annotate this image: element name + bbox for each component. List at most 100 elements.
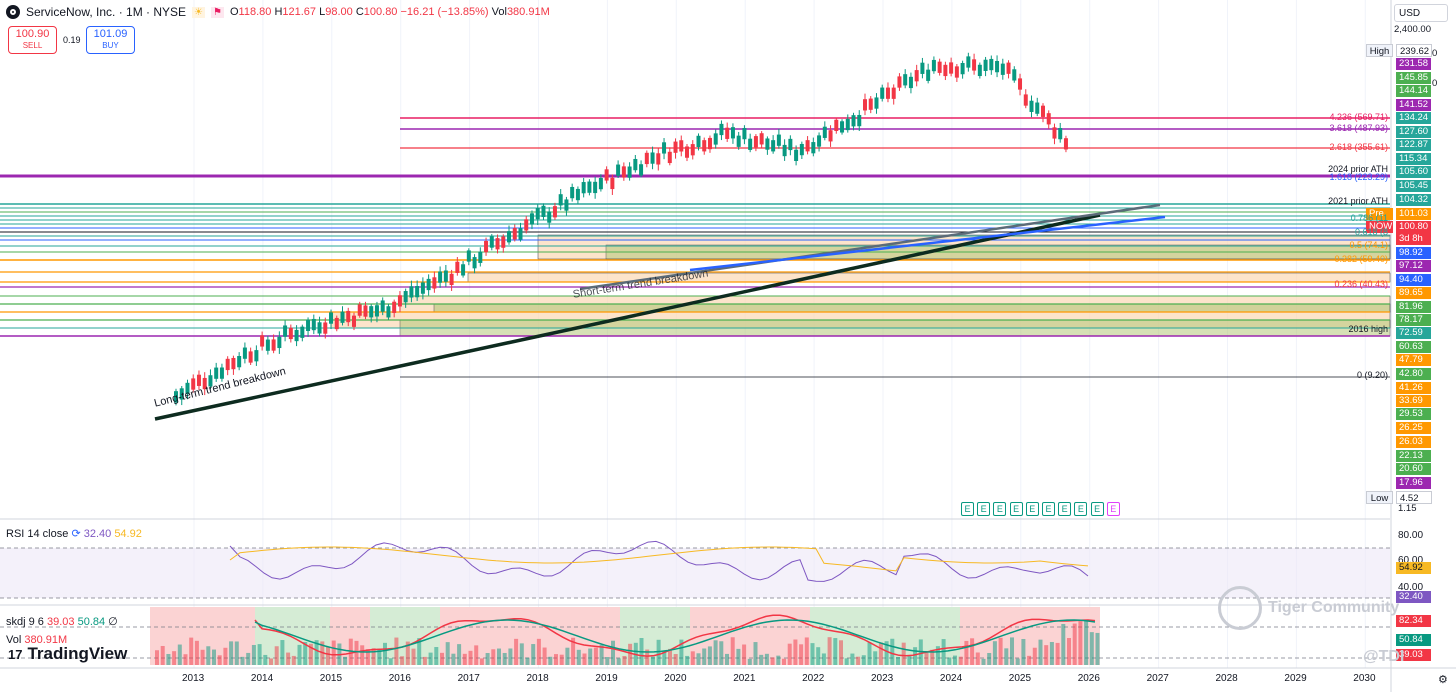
earnings-marker[interactable]: E — [977, 502, 991, 516]
volume-bar — [599, 644, 604, 665]
candle-body — [277, 336, 282, 349]
candle-body — [1058, 128, 1063, 140]
volume-bar — [702, 648, 707, 665]
candle-body — [1046, 113, 1051, 125]
volume-bar — [155, 650, 159, 665]
candle-body — [897, 76, 902, 88]
buy-button[interactable]: 101.09 BUY — [86, 26, 135, 54]
candle-body — [725, 127, 730, 139]
fib-label: 0 (9.20) — [1356, 370, 1388, 380]
volume-bar — [1038, 639, 1043, 665]
volume-bar — [605, 657, 610, 665]
volume-bar — [913, 647, 918, 665]
candle-body — [581, 182, 586, 194]
skdj-d-value: 50.84 — [77, 616, 106, 628]
volume-bar — [451, 653, 456, 665]
volume-bar — [992, 641, 997, 665]
price-label: 145.85 — [1396, 72, 1431, 84]
volume-bar — [1072, 623, 1077, 665]
earnings-marker[interactable]: E — [1074, 502, 1088, 516]
candle-body — [179, 388, 184, 400]
candle-body — [834, 119, 839, 131]
candle-body — [845, 118, 850, 131]
volume-bar — [588, 648, 593, 665]
earnings-marker[interactable]: E — [1106, 502, 1120, 516]
volume-title[interactable]: Vol 380.91M — [6, 634, 68, 646]
candle-body — [529, 213, 534, 225]
horizontal-levels — [0, 117, 1390, 378]
volume-bar — [365, 649, 370, 665]
candle-body — [931, 59, 936, 72]
candle-body — [196, 374, 201, 386]
candle-body — [627, 166, 632, 178]
volume-bar — [565, 647, 570, 665]
sell-button[interactable]: 100.90 SELL — [8, 26, 57, 54]
rsi-title[interactable]: RSI 14 close ⟳ 32.40 54.92 — [6, 528, 142, 540]
rsi-level-80: 80.00 — [1398, 530, 1424, 541]
watermark-logo-icon — [1218, 586, 1262, 630]
price-label: 105.60 — [1396, 166, 1431, 178]
volume-bar — [1067, 638, 1071, 665]
symbol-header[interactable]: ServiceNow, Inc. · 1M · NYSE ☀ ⚑ O118.80… — [6, 5, 550, 19]
candle-body — [799, 143, 804, 156]
candle-body — [954, 66, 959, 78]
earnings-marker[interactable]: E — [1058, 502, 1072, 516]
volume-bar — [673, 654, 678, 665]
candle-body — [248, 351, 253, 363]
skdj-title[interactable]: skdj 9 6 39.03 50.84 ∅ — [6, 616, 118, 628]
volume-bar — [1078, 621, 1083, 665]
candle-body — [306, 319, 311, 332]
earnings-marker[interactable]: E — [993, 502, 1007, 516]
rsi-band — [0, 548, 1390, 598]
volume-bar — [810, 643, 815, 665]
symbol-title[interactable]: ServiceNow, Inc. · 1M · NYSE — [26, 5, 187, 19]
earnings-marker[interactable]: E — [1009, 502, 1023, 516]
volume-bar — [183, 654, 188, 665]
volume-bar — [274, 646, 279, 665]
price-label: 94.40 — [1396, 274, 1431, 286]
volume-bar — [457, 644, 462, 665]
candle-body — [426, 278, 431, 291]
flag-icon[interactable]: ⚑ — [211, 6, 224, 18]
candle-body — [357, 304, 362, 316]
candle-body — [1035, 102, 1040, 114]
volume-bar — [935, 646, 940, 665]
refresh-icon[interactable]: ⟳ — [71, 528, 84, 540]
volume-bar — [479, 658, 484, 665]
candle-body — [242, 347, 247, 359]
candle-body — [202, 377, 207, 390]
volume-bar — [776, 655, 781, 665]
earnings-marker[interactable]: E — [1090, 502, 1104, 516]
candle-body — [438, 271, 443, 283]
candle-body — [300, 326, 305, 338]
gear-icon[interactable]: ⚙ — [1438, 674, 1448, 686]
price-tag: NOW — [1366, 221, 1393, 233]
spread-value: 0.19 — [63, 35, 81, 45]
fib-label: 0.786 (11 — [1350, 213, 1388, 223]
candle-body — [237, 356, 242, 368]
price-label: 127.60 — [1396, 126, 1431, 138]
earnings-marker[interactable]: E — [1025, 502, 1039, 516]
price-label: 42.80 — [1396, 368, 1431, 380]
volume-bar — [166, 653, 171, 665]
fib-label: 2021 prior ATH — [1328, 196, 1388, 206]
earnings-marker[interactable]: E — [1042, 502, 1055, 516]
volume-bar — [896, 656, 900, 665]
session-icon[interactable]: ☀ — [192, 6, 206, 18]
price-label: 33.69 — [1396, 395, 1431, 407]
rsi-ma-line — [229, 546, 1089, 572]
candle-body — [805, 140, 810, 152]
volume-bar — [867, 642, 872, 665]
candle-body — [507, 231, 512, 243]
candle-body — [397, 295, 402, 307]
tradingview-logo[interactable]: 17 TradingView — [8, 644, 128, 663]
volume-bar — [542, 647, 547, 665]
earnings-marker[interactable]: E — [961, 502, 974, 516]
volume-bar — [194, 640, 199, 665]
price-label: 100.80 — [1396, 221, 1431, 233]
currency-selector[interactable]: USD — [1394, 4, 1448, 22]
skdj-panel — [0, 607, 1390, 665]
low-value: 4.52 — [1396, 491, 1432, 504]
price-label: 104.32 — [1396, 194, 1431, 206]
